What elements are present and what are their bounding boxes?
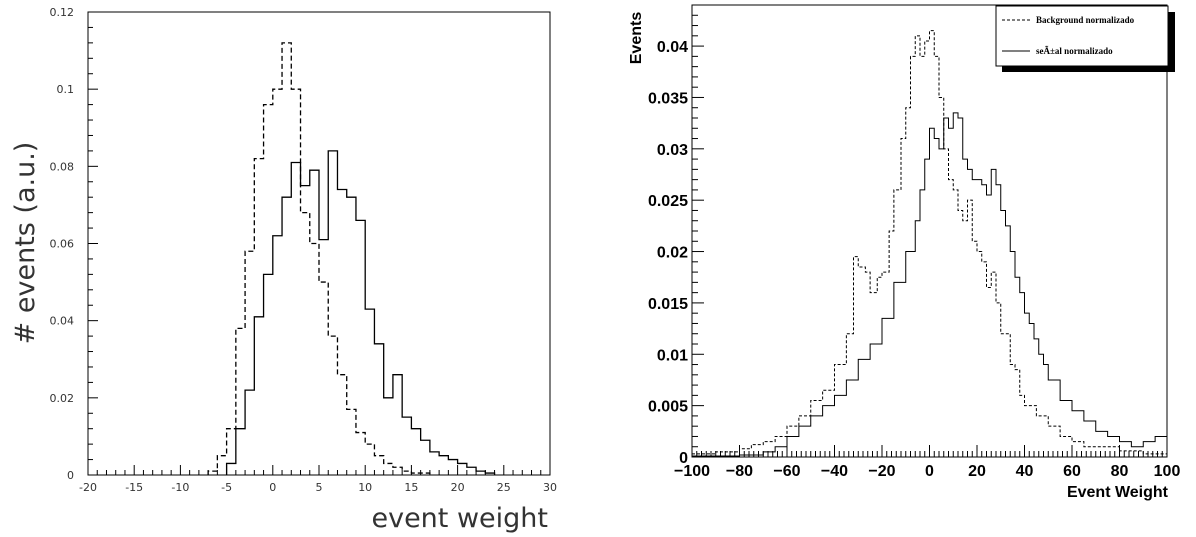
left-x-tick-label: 0 [269, 481, 276, 494]
left-series-solid [227, 151, 495, 475]
right-series-background [692, 31, 1167, 455]
left-y-axis: 0 0.02 0.04 0.06 0.08 0.1 0.12 [50, 6, 99, 482]
right-legend: Background normalizado seÃ±al normalizad… [996, 6, 1175, 72]
right-x-tick-label: −80 [726, 463, 753, 480]
left-x-tick-label: 5 [316, 481, 323, 494]
left-x-tick-label: -5 [221, 481, 232, 494]
right-y-tick-label: 0.03 [657, 142, 688, 159]
right-y-tick-label: 0.01 [657, 347, 688, 364]
right-y-axis-label: Events [628, 12, 645, 65]
left-x-tick-label: 20 [451, 481, 465, 494]
right-x-tick-label: 100 [1154, 463, 1181, 480]
left-x-tick-label: 15 [404, 481, 418, 494]
left-y-tick-label: 0.1 [57, 83, 75, 96]
right-x-tick-label: −40 [821, 463, 848, 480]
right-x-tick-label: −20 [868, 463, 895, 480]
left-histogram-panel: 0 0.02 0.04 0.06 0.08 0.1 0.12 -20 -15 -10 -5 0 5 10… [10, 6, 557, 534]
right-x-tick-label: 60 [1063, 463, 1081, 480]
left-x-axis: -20 -15 -10 -5 0 5 10 15 20 25 30 [79, 465, 557, 494]
left-y-tick-label: 0 [67, 469, 74, 482]
left-y-tick-label: 0.04 [50, 315, 75, 328]
right-plot-frame [692, 5, 1167, 457]
left-y-tick-label: 0.02 [50, 392, 75, 405]
left-y-axis-label: # events (a.u.) [10, 142, 41, 345]
right-x-axis-label: Event Weight [1067, 484, 1169, 501]
right-x-axis: −100 −80 −60 −40 −20 0 20 40 60 80 100 [674, 445, 1180, 480]
right-x-tick-label: 0 [925, 463, 934, 480]
left-x-axis-label: event weight [371, 503, 548, 534]
left-x-tick-label: 10 [358, 481, 372, 494]
left-x-tick-label: 25 [497, 481, 511, 494]
left-x-tick-label: 30 [543, 481, 557, 494]
left-series-dashed [208, 43, 430, 475]
right-y-tick-label: 0.02 [657, 245, 688, 262]
right-series-signal [692, 113, 1167, 456]
left-x-tick-label: -15 [125, 481, 143, 494]
right-x-tick-label: −100 [674, 463, 710, 480]
left-series-group [208, 43, 494, 475]
left-y-tick-label: 0.08 [50, 160, 75, 173]
left-y-tick-label: 0.06 [50, 238, 75, 251]
right-histogram-panel: 0 0.005 0.01 0.015 0.02 0.025 0.03 0.035 0.04 −1… [628, 5, 1180, 501]
right-y-tick-label: 0.015 [648, 296, 688, 313]
right-y-tick-label: 0.025 [648, 193, 688, 210]
right-series-group [692, 31, 1167, 456]
right-y-tick-label: 0.005 [648, 399, 688, 416]
right-x-tick-label: 20 [968, 463, 986, 480]
right-x-tick-label: −60 [773, 463, 800, 480]
right-y-tick-label: 0.035 [648, 90, 688, 107]
left-x-tick-label: -10 [171, 481, 189, 494]
right-x-tick-label: 40 [1016, 463, 1034, 480]
right-y-tick-label: 0.04 [657, 39, 688, 56]
right-x-tick-label: 80 [1111, 463, 1129, 480]
legend-entry-signal: seÃ±al normalizado [1036, 46, 1113, 56]
legend-entry-background: Background normalizado [1036, 15, 1135, 25]
left-x-tick-label: -20 [79, 481, 97, 494]
left-plot-frame [88, 12, 550, 475]
left-y-tick-label: 0.12 [50, 6, 75, 19]
